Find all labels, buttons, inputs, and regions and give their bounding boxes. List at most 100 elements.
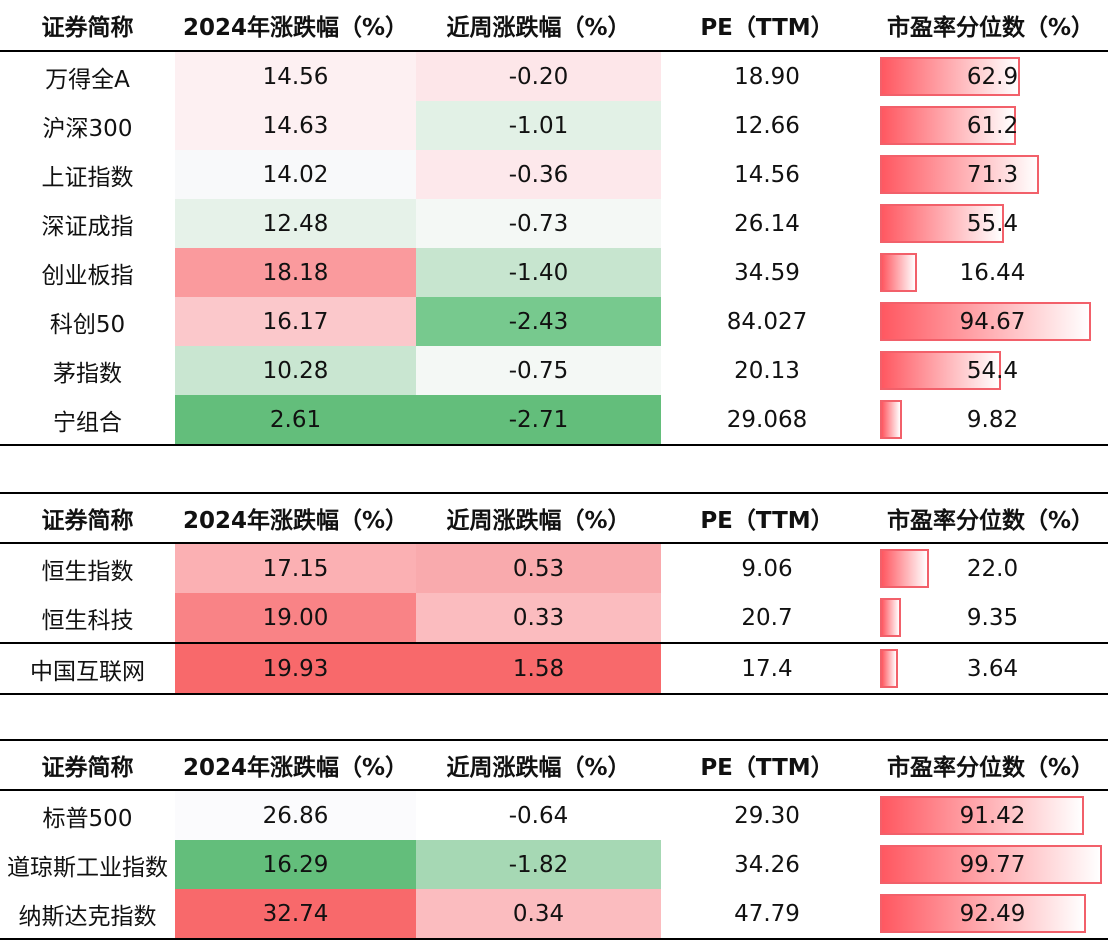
pe-percentile-cell: 71.3 — [880, 150, 1105, 199]
week-change-cell: 0.33 — [416, 593, 661, 642]
pe-percentile-bar — [880, 57, 1020, 96]
week-change-cell: -2.43 — [416, 297, 661, 346]
header-cell: 2024年涨跌幅（%） — [182, 15, 409, 41]
pe-percentile-bar — [880, 649, 898, 688]
pe-percentile-value: 94.67 — [959, 308, 1026, 335]
pe-percentile-bar — [880, 106, 1016, 145]
pe-percentile-bar — [880, 400, 902, 439]
pe-ttm-cell: 29.068 — [726, 406, 808, 433]
header-cell: 2024年涨跌幅（%） — [182, 508, 409, 534]
table-row: 沪深300 14.63 -1.01 12.66 61.2 — [0, 101, 1108, 150]
pe-percentile-bar — [880, 894, 1086, 933]
pe-percentile-bar — [880, 351, 1001, 390]
pe-percentile-cell: 3.64 — [880, 644, 1105, 693]
week-change-cell: 0.53 — [416, 544, 661, 593]
table-header-row: 证券简称 2024年涨跌幅（%） 近周涨跌幅（%） PE（TTM） 市盈率分位数（%） — [0, 739, 1108, 791]
week-change-cell: 0.34 — [416, 889, 661, 938]
table-header-row: 证券简称 2024年涨跌幅（%） 近周涨跌幅（%） PE（TTM） 市盈率分位数（%） — [0, 0, 1108, 52]
index-table-2: 证券简称 2024年涨跌幅（%） 近周涨跌幅（%） PE（TTM） 市盈率分位数（%） 恒… — [0, 492, 1108, 695]
week-change-cell: -1.01 — [416, 101, 661, 150]
pe-percentile-value: 9.82 — [966, 406, 1019, 433]
pe-percentile-value: 99.77 — [959, 851, 1026, 878]
pe-percentile-cell: 92.49 — [880, 889, 1105, 938]
week-change-cell: -1.82 — [416, 840, 661, 889]
week-change-cell: 1.58 — [416, 644, 661, 693]
security-name: 万得全A — [45, 66, 130, 93]
week-change-cell: -2.71 — [416, 395, 661, 444]
week-change-cell: -0.36 — [416, 150, 661, 199]
header-cell: 证券简称 — [41, 15, 134, 41]
ytd-change-cell: 17.15 — [175, 544, 416, 593]
pe-percentile-bar — [880, 549, 929, 588]
week-change-cell: -0.73 — [416, 199, 661, 248]
table-row: 中国互联网 19.93 1.58 17.4 3.64 — [0, 642, 1108, 695]
ytd-change-cell: 16.17 — [175, 297, 416, 346]
pe-percentile-cell: 55.4 — [880, 199, 1105, 248]
header-cell: 2024年涨跌幅（%） — [182, 755, 409, 781]
pe-percentile-bar — [880, 253, 917, 292]
pe-percentile-value: 62.9 — [966, 63, 1019, 90]
week-change-cell: -0.75 — [416, 346, 661, 395]
ytd-change-cell: 14.63 — [175, 101, 416, 150]
week-change-cell: -0.64 — [416, 791, 661, 840]
pe-ttm-cell: 20.13 — [734, 357, 800, 384]
pe-ttm-cell: 84.027 — [726, 308, 808, 335]
pe-percentile-value: 61.2 — [966, 112, 1019, 139]
pe-percentile-cell: 62.9 — [880, 52, 1105, 101]
ytd-change-cell: 2.61 — [175, 395, 416, 444]
header-cell: 近周涨跌幅（%） — [446, 15, 631, 41]
pe-percentile-cell: 94.67 — [880, 297, 1105, 346]
security-name: 茅指数 — [53, 360, 122, 387]
pe-percentile-cell: 91.42 — [880, 791, 1105, 840]
table-header-row: 证券简称 2024年涨跌幅（%） 近周涨跌幅（%） PE（TTM） 市盈率分位数（%） — [0, 492, 1108, 544]
pe-percentile-bar — [880, 598, 901, 637]
pe-percentile-bar — [880, 155, 1039, 194]
header-cell: 市盈率分位数（%） — [886, 508, 1095, 534]
security-name: 上证指数 — [41, 164, 134, 191]
security-name: 恒生科技 — [41, 607, 134, 634]
security-name: 创业板指 — [41, 262, 134, 289]
pe-percentile-value: 9.35 — [966, 604, 1019, 631]
pe-percentile-cell: 9.82 — [880, 395, 1105, 444]
pe-percentile-bar — [880, 845, 1102, 884]
pe-percentile-cell: 22.0 — [880, 544, 1105, 593]
pe-ttm-cell: 17.4 — [741, 655, 793, 682]
pe-ttm-cell: 18.90 — [734, 63, 800, 90]
table-row: 科创50 16.17 -2.43 84.027 94.67 — [0, 297, 1108, 346]
table-row: 恒生科技 19.00 0.33 20.7 9.35 — [0, 593, 1108, 642]
header-cell: 市盈率分位数（%） — [886, 15, 1095, 41]
table-row: 茅指数 10.28 -0.75 20.13 54.4 — [0, 346, 1108, 395]
pe-ttm-cell: 12.66 — [734, 112, 800, 139]
security-name: 纳斯达克指数 — [18, 903, 157, 930]
security-name: 道琼斯工业指数 — [7, 854, 168, 881]
pe-percentile-cell: 9.35 — [880, 593, 1105, 642]
ytd-change-cell: 26.86 — [175, 791, 416, 840]
pe-percentile-value: 54.4 — [966, 357, 1019, 384]
pe-ttm-cell: 34.26 — [734, 851, 800, 878]
ytd-change-cell: 19.93 — [175, 644, 416, 693]
pe-ttm-cell: 20.7 — [741, 604, 793, 631]
header-cell: PE（TTM） — [700, 508, 834, 534]
index-table-1: 证券简称 2024年涨跌幅（%） 近周涨跌幅（%） PE（TTM） 市盈率分位数（%） 万… — [0, 0, 1108, 446]
ytd-change-cell: 12.48 — [175, 199, 416, 248]
pe-ttm-cell: 26.14 — [734, 210, 800, 237]
table-row: 宁组合 2.61 -2.71 29.068 9.82 — [0, 395, 1108, 446]
pe-percentile-cell: 61.2 — [880, 101, 1105, 150]
pe-ttm-cell: 9.06 — [741, 555, 793, 582]
pe-percentile-bar — [880, 204, 1004, 243]
header-cell: 证券简称 — [41, 508, 134, 534]
header-cell: 近周涨跌幅（%） — [446, 508, 631, 534]
pe-percentile-cell: 99.77 — [880, 840, 1105, 889]
pe-percentile-value: 22.0 — [966, 555, 1019, 582]
header-cell: 市盈率分位数（%） — [886, 755, 1095, 781]
ytd-change-cell: 14.56 — [175, 52, 416, 101]
week-change-cell: -0.20 — [416, 52, 661, 101]
table-row: 标普500 26.86 -0.64 29.30 91.42 — [0, 791, 1108, 840]
table-row: 万得全A 14.56 -0.20 18.90 62.9 — [0, 52, 1108, 101]
pe-ttm-cell: 14.56 — [734, 161, 800, 188]
security-name: 中国互联网 — [30, 658, 145, 685]
pe-percentile-value: 16.44 — [959, 259, 1026, 286]
pe-percentile-value: 71.3 — [966, 161, 1019, 188]
pe-percentile-cell: 16.44 — [880, 248, 1105, 297]
pe-percentile-bar — [880, 302, 1091, 341]
